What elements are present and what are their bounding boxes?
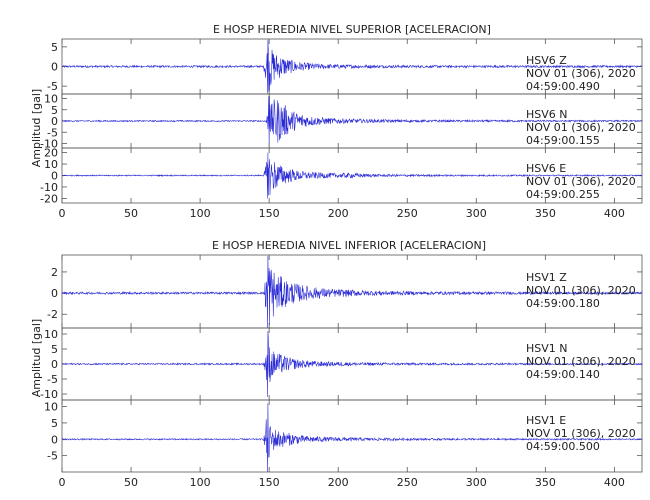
lower-panel-n-station: HSV1 N xyxy=(526,342,568,355)
lower-xtick-label: 150 xyxy=(259,476,280,489)
upper-panel-e-ytick-label: -20 xyxy=(40,192,58,205)
lower-panel-z-ytick-label: 0 xyxy=(51,287,58,300)
lower-x-axis: 0 50 100 150 200 250 300 350 400 xyxy=(59,255,625,489)
lower-panel-z-date: NOV 01 (306), 2020 xyxy=(526,284,636,297)
upper-panel-e-ytick-label: -10 xyxy=(40,181,58,194)
lower-title: E HOSP HEREDIA NIVEL INFERIOR [ACELERACI… xyxy=(212,239,486,252)
upper-panel-z-time: 04:59:00.490 xyxy=(526,80,600,93)
upper-panel-n-trace xyxy=(61,96,643,146)
lower-xtick-label: 400 xyxy=(604,476,625,489)
lower-panel-z-station: HSV1 Z xyxy=(526,271,567,284)
lower-panel-n-ytick-label: 5 xyxy=(51,343,58,356)
upper-figure: E HOSP HEREDIA NIVEL SUPERIOR [ACELERACI… xyxy=(30,23,643,220)
upper-panel-e-ytick-label: 0 xyxy=(51,170,58,183)
upper-panel-e-trace xyxy=(61,152,643,199)
upper-xtick-label: 50 xyxy=(124,207,138,220)
lower-panel-n-trace xyxy=(61,330,643,398)
lower-panel-n-ytick-label: -5 xyxy=(47,373,58,386)
upper-panel-z-trace xyxy=(61,39,643,94)
upper-panel-e-time: 04:59:00.255 xyxy=(526,188,600,201)
lower-xtick-label: 0 xyxy=(59,476,66,489)
upper-xtick-label: 0 xyxy=(59,207,66,220)
upper-panel-z-ytick-label: 0 xyxy=(51,61,58,74)
lower-panel-e-ytick-label: 10 xyxy=(44,401,58,414)
upper-panel-z-date: NOV 01 (306), 2020 xyxy=(526,67,636,80)
upper-panel-z-ytick-label: 5 xyxy=(51,41,58,54)
upper-panel-e-station: HSV6 E xyxy=(526,162,566,175)
upper-panel-n-ytick-label: 0 xyxy=(51,115,58,128)
lower-y-axis-label: Amplitud [gal] xyxy=(30,319,43,397)
upper-panel-z: 5 0 -5 HSV6 Z NOV 01 (306), 2020 04:59:00.… xyxy=(47,38,643,95)
upper-x-axis: 0 50 100 150 200 250 300 350 400 xyxy=(59,39,625,220)
lower-figure: E HOSP HEREDIA NIVEL INFERIOR [ACELERACI… xyxy=(30,239,643,489)
upper-y-axis-label: Amplitud [gal] xyxy=(30,89,43,167)
lower-panel-e-ytick-label: -5 xyxy=(47,450,58,463)
upper-panel-n-ytick-label: 10 xyxy=(44,93,58,106)
upper-panel-n-ytick-label: -5 xyxy=(47,126,58,139)
upper-panel-z-ytick-label: -5 xyxy=(47,80,58,93)
lower-panel-z-ytick-label: -2 xyxy=(47,308,58,321)
upper-panel-n-station: HSV6 N xyxy=(526,108,568,121)
lower-panel-e-station: HSV1 E xyxy=(526,414,566,427)
upper-xtick-label: 300 xyxy=(466,207,487,220)
lower-panel-n-ytick-label: 0 xyxy=(51,358,58,371)
lower-panel-n-ytick-label: -10 xyxy=(40,388,58,401)
lower-panel-n-ytick-label: 10 xyxy=(44,328,58,341)
lower-panel-e-date: NOV 01 (306), 2020 xyxy=(526,427,636,440)
lower-panel-z-trace xyxy=(61,256,643,329)
lower-xtick-label: 50 xyxy=(124,476,138,489)
upper-xtick-label: 200 xyxy=(328,207,349,220)
lower-panel-e-time: 04:59:00.500 xyxy=(526,440,600,453)
lower-panel-z-time: 04:59:00.180 xyxy=(526,297,600,310)
upper-xtick-label: 250 xyxy=(397,207,418,220)
upper-panel-e-ytick-label: 10 xyxy=(44,158,58,171)
upper-panel-n-time: 04:59:00.155 xyxy=(526,134,600,147)
upper-title: E HOSP HEREDIA NIVEL SUPERIOR [ACELERACI… xyxy=(213,23,491,36)
upper-xtick-label: 400 xyxy=(604,207,625,220)
lower-panel-n-yticks: 10 5 0 -5 -10 xyxy=(40,328,642,401)
upper-panel-e-date: NOV 01 (306), 2020 xyxy=(526,175,636,188)
lower-panel-n-date: NOV 01 (306), 2020 xyxy=(526,355,636,368)
upper-panel-n-ytick-label: 5 xyxy=(51,104,58,117)
lower-xtick-label: 200 xyxy=(328,476,349,489)
lower-panel-z-ytick-label: 2 xyxy=(51,266,58,279)
upper-panel-n-ytick-label: -10 xyxy=(40,138,58,151)
upper-panel-z-station: HSV6 Z xyxy=(526,54,567,67)
lower-panel-e-frame xyxy=(61,399,643,473)
upper-panel-e-ytick-label: 20 xyxy=(44,147,58,160)
lower-xtick-label: 300 xyxy=(466,476,487,489)
lower-panel-n: 10 5 0 -5 -10 HSV1 N NOV 01 (306), 2020 04:5… xyxy=(40,327,643,401)
lower-xtick-label: 350 xyxy=(535,476,556,489)
upper-xtick-label: 150 xyxy=(259,207,280,220)
upper-xtick-label: 100 xyxy=(190,207,211,220)
lower-panel-n-time: 04:59:00.140 xyxy=(526,368,600,381)
lower-panel-e-yticks: 10 5 0 -5 xyxy=(44,401,642,463)
lower-xtick-label: 250 xyxy=(397,476,418,489)
lower-xtick-label: 100 xyxy=(190,476,211,489)
upper-xtick-label: 350 xyxy=(535,207,556,220)
lower-panel-e: 10 5 0 -5 HSV1 E NOV 01 (306), 2020 04:59:0… xyxy=(44,399,643,473)
lower-panel-e-trace xyxy=(61,403,643,473)
lower-panel-e-ytick-label: 5 xyxy=(51,417,58,430)
lower-panel-e-ytick-label: 0 xyxy=(51,433,58,446)
upper-panel-n-date: NOV 01 (306), 2020 xyxy=(526,121,636,134)
lower-panel-z: 2 0 -2 HSV1 Z NOV 01 (306), 2020 04:59:00.… xyxy=(47,254,643,329)
